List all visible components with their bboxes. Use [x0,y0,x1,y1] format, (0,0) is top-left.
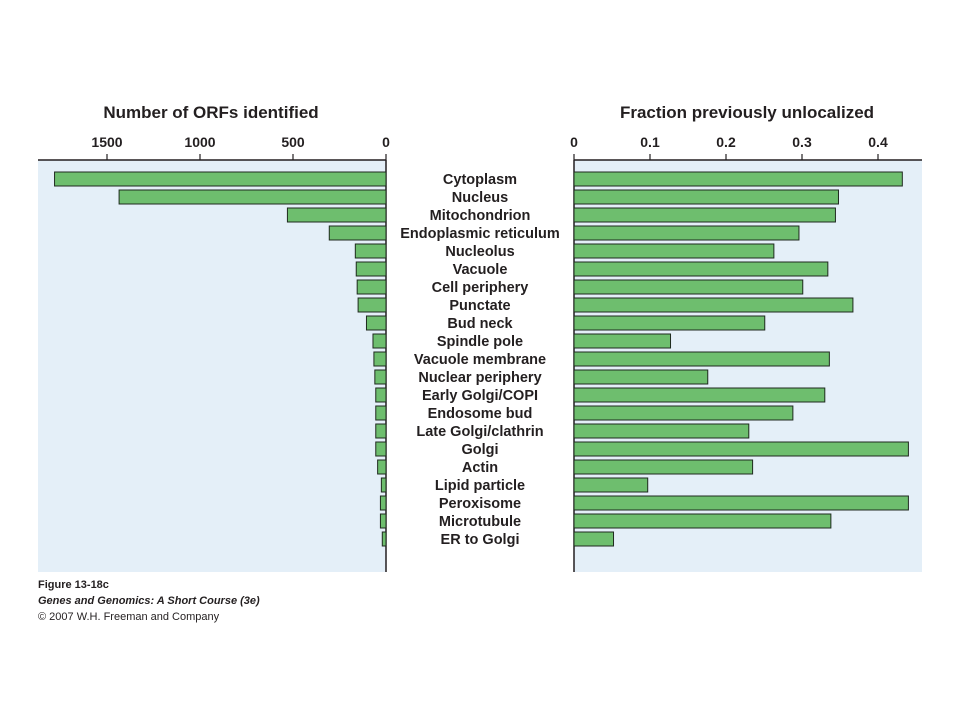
orf-bar-late-golgi-clathrin [375,423,387,439]
orf-bar-cell-periphery [356,279,387,295]
category-label-late-golgi-clathrin: Late Golgi/clathrin [416,424,543,440]
category-label-punctate: Punctate [449,298,510,314]
orf-bar-microtubule [379,513,387,529]
fraction-bar-peroxisome [573,495,909,511]
fraction-bar-vacuole-membrane [573,351,830,367]
category-label-early-golgi-copi: Early Golgi/COPI [422,388,538,404]
category-label-vacuole: Vacuole [453,262,508,278]
category-label-endosome-bud: Endosome bud [428,406,533,422]
fraction-bar-late-golgi-clathrin [573,423,750,439]
orf-bar-punctate [357,297,387,313]
fraction-bar-early-golgi-copi [573,387,826,403]
fraction-bar-vacuole [573,261,829,277]
left-tick-label: 0 [382,134,390,150]
orf-bar-er-to-golgi [381,531,387,547]
right-tick-label: 0.2 [716,134,736,150]
orf-bar-actin [377,459,387,475]
orf-bar-nuclear-periphery [374,369,387,385]
right-tick-label: 0.4 [868,134,888,150]
orf-count-panel: Number of ORFs identified 1500 1000 500 0 [38,103,390,572]
fraction-bar-punctate [573,297,854,313]
orf-bar-vacuole [355,261,387,277]
orf-bar-vacuole-membrane [373,351,387,367]
fraction-bar-mitochondrion [573,207,836,223]
fraction-bar-bud-neck [573,315,766,331]
category-label-bud-neck: Bud neck [447,316,513,332]
category-label-peroxisome: Peroxisome [439,496,521,512]
category-label-vacuole-membrane: Vacuole membrane [414,352,546,368]
book-title: Genes and Genomics: A Short Course (3e) [38,595,260,607]
orf-bar-bud-neck [365,315,387,331]
copyright-notice: © 2007 W.H. Freeman and Company [38,611,220,623]
right-tick-label: 0 [570,134,578,150]
orf-bar-lipid-particle [380,477,387,493]
orf-bar-endosome-bud [375,405,387,421]
left-axis-title: Number of ORFs identified [103,103,318,122]
category-label-cell-periphery: Cell periphery [432,280,529,296]
fraction-bar-nucleus [573,189,839,205]
category-label-spindle-pole: Spindle pole [437,334,523,350]
right-axis-title: Fraction previously unlocalized [620,103,874,122]
fraction-bar-lipid-particle [573,477,649,493]
category-labels: Cytoplasm Nucleus Mitochondrion Endoplasmic… [400,172,560,548]
figure-number: Figure 13-18c [38,579,109,591]
fraction-bar-microtubule [573,513,832,529]
right-tick-label: 0.3 [792,134,812,150]
fraction-unlocalized-panel: Fraction previously unlocalized 0 0.1 0.2 0.… [570,103,922,572]
fraction-bar-cell-periphery [573,279,804,295]
orf-bar-spindle-pole [372,333,387,349]
fraction-bar-endoplasmic-reticulum [573,225,800,241]
category-label-microtubule: Microtubule [439,514,521,530]
category-label-mitochondrion: Mitochondrion [430,208,531,224]
orf-bar-endoplasmic-reticulum [328,225,387,241]
category-label-nucleolus: Nucleolus [445,244,514,260]
left-tick-label: 1000 [184,134,215,150]
left-tick-label: 1500 [91,134,122,150]
category-label-lipid-particle: Lipid particle [435,478,525,494]
fraction-bar-cytoplasm [573,171,903,187]
orf-bar-golgi [375,441,387,457]
fraction-bar-actin [573,459,754,475]
left-panel-background [38,160,386,572]
orf-bar-early-golgi-copi [375,387,387,403]
orf-bar-nucleolus [354,243,387,259]
right-tick-label: 0.1 [640,134,660,150]
category-label-golgi: Golgi [461,442,498,458]
category-label-nucleus: Nucleus [452,190,508,206]
category-label-cytoplasm: Cytoplasm [443,172,517,188]
orf-bar-mitochondrion [286,207,387,223]
orf-bar-peroxisome [379,495,387,511]
left-tick-label: 500 [281,134,305,150]
category-label-actin: Actin [462,460,498,476]
fraction-bar-endosome-bud [573,405,794,421]
fraction-bar-nucleolus [573,243,775,259]
fraction-bar-er-to-golgi [573,531,615,547]
category-label-endoplasmic-reticulum: Endoplasmic reticulum [400,226,560,242]
fraction-bar-spindle-pole [573,333,672,349]
orf-bar-cytoplasm [54,171,387,187]
fraction-bar-nuclear-periphery [573,369,709,385]
fraction-bar-golgi [573,441,909,457]
category-label-er-to-golgi: ER to Golgi [441,532,520,548]
orf-bar-nucleus [118,189,387,205]
category-label-nuclear-periphery: Nuclear periphery [418,370,541,386]
